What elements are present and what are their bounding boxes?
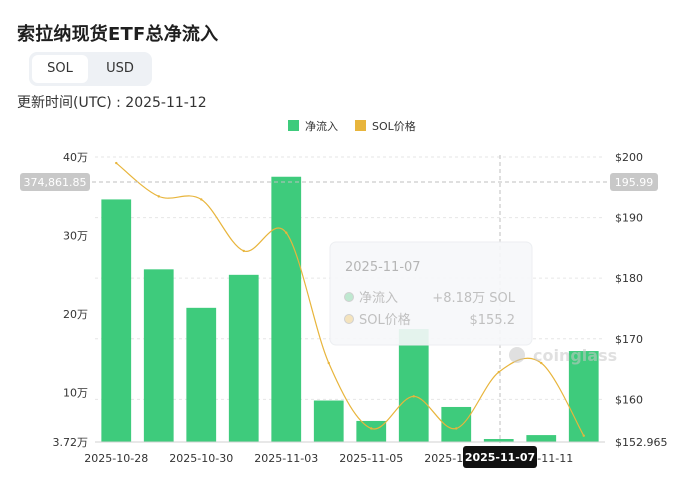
price-line — [115, 161, 585, 437]
bar-net-flow — [271, 176, 302, 443]
bar-net-flow — [143, 269, 174, 442]
legend-label-sol-price: SOL价格 — [372, 119, 416, 133]
legend: 净流入 SOL价格 — [288, 119, 416, 133]
watermark: coinglass — [509, 346, 617, 365]
crosshair-right-badge — [610, 173, 658, 191]
legend-swatch-net-flow — [288, 120, 299, 131]
bar-net-flow — [441, 406, 472, 442]
bar-net-flow — [101, 199, 132, 442]
y-left-tick-label: 30万 — [63, 230, 88, 243]
crosshair-left-badge — [20, 173, 90, 191]
bar-net-flow — [186, 307, 217, 442]
bar-net-flow — [228, 274, 259, 442]
legend-swatch-sol-price — [355, 120, 366, 131]
y-right-tick-label: $190 — [615, 212, 643, 225]
toggle-usd-button[interactable]: USD — [106, 61, 134, 76]
legend-item-net-flow[interactable]: 净流入 — [288, 119, 338, 133]
chart-area: 净流入 SOL价格 3.72万 10万 20万 30万 40万 $152.965 $160 $… — [0, 110, 698, 499]
bar-net-flow — [568, 351, 599, 442]
crosshair-left-value: 374,861.85 — [24, 176, 87, 189]
y-left-tick-label: 10万 — [63, 387, 88, 400]
tooltip: 2025-11-07 净流入 +8.18万 SOL SOL价格 $155.2 — [329, 241, 533, 346]
y-left-tick-label: 40万 — [63, 151, 88, 164]
crosshair: 374,861.85 195.99 2025-11-07 — [20, 155, 658, 468]
x-tick-label: 2025-11-03 — [254, 452, 318, 465]
y-right-tick-label: $200 — [615, 151, 643, 164]
watermark-text: coinglass — [533, 346, 617, 365]
point-sol-price — [157, 195, 160, 198]
point-sol-price — [497, 370, 500, 374]
etf-flow-chart: 净流入 SOL价格 3.72万 10万 20万 30万 40万 $152.965 $160 $… — [20, 119, 668, 468]
unit-toggle: SOL USD — [29, 52, 152, 86]
point-sol-price — [455, 427, 458, 430]
tooltip-price-label: SOL价格 — [359, 312, 411, 328]
bar-net-flow — [526, 435, 557, 442]
tooltip-net-flow-dot — [344, 292, 354, 302]
bar-net-flow — [483, 439, 514, 442]
legend-label-net-flow: 净流入 — [305, 119, 338, 133]
x-tick-label: 2025-11-05 — [339, 452, 403, 465]
point-sol-price — [582, 434, 585, 437]
x-tick-label: 2025-10-28 — [84, 452, 148, 465]
bar-net-flow — [313, 400, 344, 442]
y-right-tick-label: $152.965 — [615, 436, 668, 449]
bar-net-flow — [356, 420, 387, 442]
y-right-tick-label: $170 — [615, 333, 643, 346]
tooltip-date: 2025-11-07 — [345, 260, 421, 275]
legend-item-sol-price[interactable]: SOL价格 — [355, 119, 416, 133]
tooltip-box — [329, 241, 533, 346]
page-title: 索拉纳现货ETF总净流入 — [17, 24, 219, 45]
point-sol-price — [412, 395, 415, 398]
coinglass-logo-icon — [509, 347, 525, 363]
crosshair-right-value: 195.99 — [615, 176, 654, 189]
toggle-sol-button[interactable]: SOL — [32, 55, 88, 83]
point-sol-price — [285, 231, 288, 234]
y-left-tick-label: 20万 — [63, 308, 88, 321]
y-right-tick-label: $160 — [615, 393, 643, 406]
y-right-tick-label: $180 — [615, 272, 643, 285]
crosshair-x-badge — [463, 446, 537, 468]
tooltip-net-flow-label: 净流入 — [359, 291, 398, 306]
point-sol-price — [242, 249, 245, 253]
bars — [101, 176, 599, 443]
y-left-tick-label: 3.72万 — [53, 436, 89, 449]
point-sol-price — [327, 361, 330, 365]
point-sol-price — [115, 161, 118, 165]
x-tick-label: 2025-10-30 — [169, 452, 233, 465]
point-sol-price — [200, 198, 203, 201]
bar-net-flow — [398, 329, 429, 442]
tooltip-price-dot — [344, 314, 354, 324]
crosshair-x-value: 2025-11-07 — [465, 451, 535, 464]
tooltip-price-value: $155.2 — [470, 313, 516, 328]
update-time: 更新时间(UTC) : 2025-11-12 — [17, 95, 207, 111]
point-sol-price — [540, 361, 543, 365]
tooltip-net-flow-value: +8.18万 SOL — [432, 291, 515, 306]
point-sol-price — [370, 427, 373, 430]
